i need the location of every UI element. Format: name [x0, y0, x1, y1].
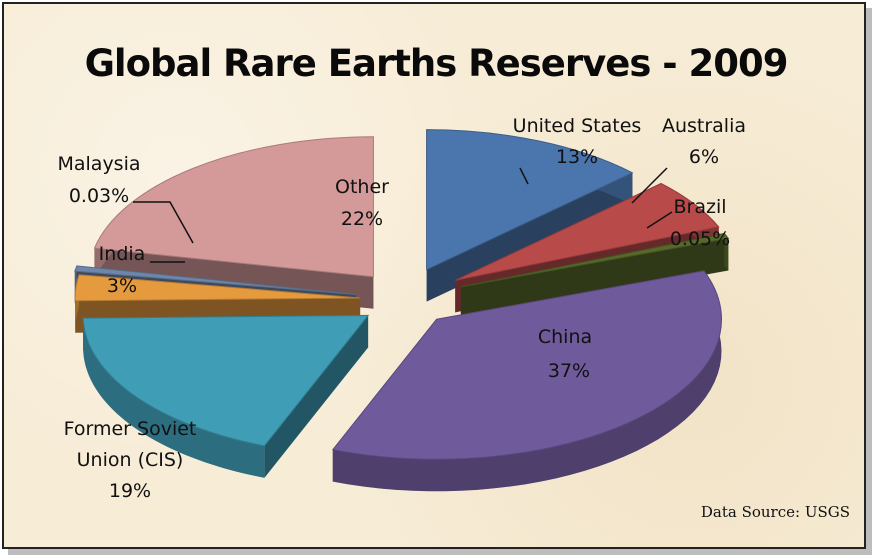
- pie-slice-former-soviet-union-cis-top: [82, 314, 370, 447]
- pie-slice-india-top: [74, 274, 361, 302]
- chart-title: Global Rare Earths Reserves - 2009: [84, 42, 789, 85]
- pie-slice-brazil-top: [460, 232, 730, 288]
- pie-slice-malaysia-top: [74, 265, 356, 295]
- pie-slice-china-top: [331, 270, 722, 460]
- leader-line-australia: [631, 167, 668, 204]
- label-brazil-name: Brazil: [673, 196, 726, 218]
- pie-slice-china-outer-wall: [332, 270, 722, 492]
- label-china-name: China: [538, 326, 592, 348]
- label-australia-name: Australia: [662, 115, 746, 137]
- pie-slice-former-soviet-union-cis: [82, 314, 370, 478]
- label-india-value: 3%: [107, 275, 137, 297]
- pie-slice-former-soviet-union-cis-side-0: [264, 315, 369, 478]
- label-united-states-value: 13%: [556, 146, 598, 168]
- leader-line-united-states: [519, 167, 529, 185]
- pie-slices: [74, 129, 730, 492]
- label-malaysia-name: Malaysia: [57, 153, 140, 175]
- label-china-value: 37%: [548, 360, 590, 382]
- data-source-note: Data Source: USGS: [700, 503, 850, 521]
- pie-slice-china: [331, 270, 722, 492]
- leader-line-malaysia: [133, 201, 194, 244]
- label-united-states-name: United States: [513, 115, 642, 137]
- label-other-name: Other: [335, 176, 389, 198]
- label-malaysia-value: 0.03%: [69, 185, 129, 207]
- leader-line-brazil: [646, 211, 673, 229]
- pie-slice-brazil-side-1: [460, 238, 729, 319]
- pie-slice-former-soviet-union-cis-outer-wall: [83, 318, 265, 478]
- pie-slice-other-top: [93, 136, 374, 278]
- label-india-name: India: [99, 243, 146, 265]
- label-other-value: 22%: [341, 208, 383, 230]
- pie-slice-united-states-top: [426, 129, 634, 271]
- label-fsu-line1: Former Soviet: [64, 418, 197, 440]
- label-fsu-value: 19%: [109, 480, 151, 502]
- pie-slice-australia-top: [455, 182, 720, 281]
- label-brazil-value: 0.05%: [670, 228, 730, 250]
- pie-slice-brazil: [460, 232, 730, 319]
- label-australia-value: 6%: [689, 146, 719, 168]
- label-fsu-line2: Union (CIS): [77, 449, 184, 471]
- pie-slice-brazil-outer-wall: [724, 233, 729, 271]
